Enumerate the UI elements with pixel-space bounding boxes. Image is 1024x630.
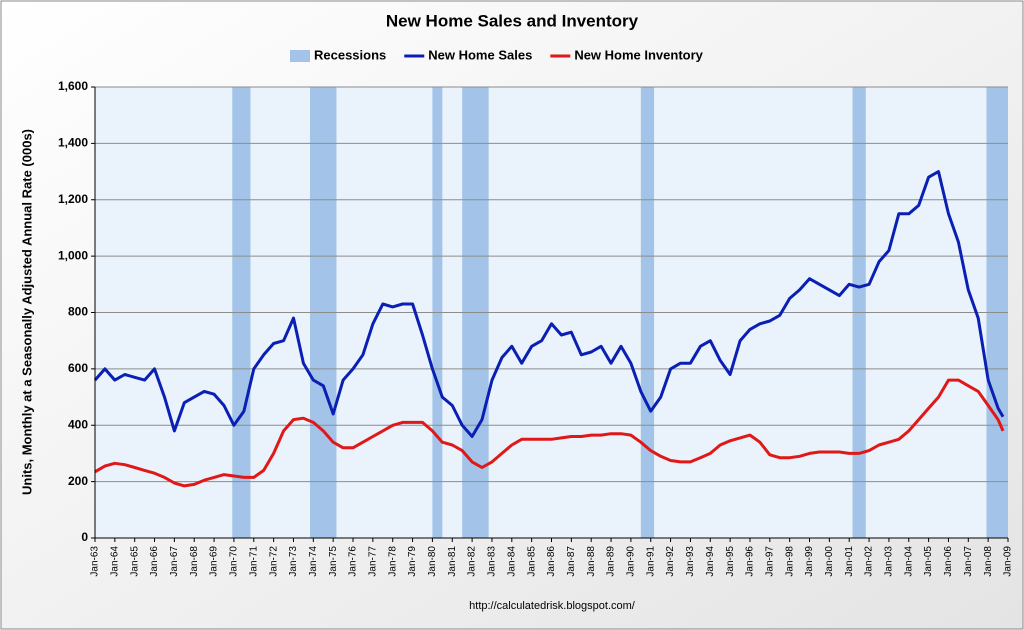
x-tick-label: Jan-76	[348, 546, 359, 577]
x-tick-label: Jan-90	[626, 546, 637, 577]
y-tick-label: 1,000	[58, 248, 88, 262]
source: http://calculatedrisk.blogspot.com/	[469, 600, 636, 612]
x-tick-label: Jan-94	[705, 546, 716, 577]
x-tick-label: Jan-74	[308, 546, 319, 577]
x-tick-label: Jan-63	[90, 546, 101, 577]
x-tick-label: Jan-83	[487, 546, 498, 577]
x-tick-label: Jan-03	[884, 546, 895, 577]
legend-label: New Home Inventory	[574, 47, 703, 62]
x-tick-label: Jan-84	[506, 546, 517, 577]
x-tick-label: Jan-81	[447, 546, 458, 577]
y-axis-title: Units, Monthly at a Seasonally Adjusted …	[19, 129, 34, 495]
x-tick-label: Jan-65	[129, 546, 140, 577]
x-tick-label: Jan-79	[407, 546, 418, 577]
x-tick-label: Jan-99	[804, 546, 815, 577]
x-tick-label: Jan-01	[844, 546, 855, 577]
x-tick-label: Jan-91	[645, 546, 656, 577]
x-tick-label: Jan-04	[903, 546, 914, 577]
x-tick-label: Jan-69	[209, 546, 220, 577]
x-tick-label: Jan-89	[606, 546, 617, 577]
x-tick-label: Jan-92	[665, 546, 676, 577]
x-tick-label: Jan-97	[764, 546, 775, 577]
y-tick-label: 1,600	[58, 79, 88, 93]
axes: 0 200 400 600 800 1,000 1,200 1,400 1,600 Jan-63 J…	[58, 79, 1014, 576]
x-tick-label: Jan-93	[685, 546, 696, 577]
x-tick-label: Jan-08	[983, 546, 994, 577]
y-tick-label: 600	[68, 361, 88, 375]
y-tick-label: 0	[81, 530, 88, 544]
x-tick-label: Jan-85	[526, 546, 537, 577]
x-tick-label: Jan-82	[467, 546, 478, 577]
y-tick-label: 800	[68, 305, 88, 319]
grid	[95, 86, 1008, 539]
x-tick-label: Jan-66	[149, 546, 160, 577]
series-line	[94, 378, 1005, 488]
x-tick-label: Jan-06	[943, 546, 954, 577]
x-tick-label: Jan-86	[546, 546, 557, 577]
y-tick-label: 200	[68, 474, 88, 488]
y-tick-label: 1,200	[58, 192, 88, 206]
legend-swatch	[290, 50, 310, 62]
chart-title: New Home Sales and Inventory	[386, 11, 639, 30]
x-tick-label: Jan-78	[387, 546, 398, 577]
x-tick-label: Jan-67	[169, 546, 180, 577]
legend-label: New Home Sales	[428, 47, 532, 62]
series-line	[93, 170, 1005, 438]
y-tick-label: 400	[68, 417, 88, 431]
legend: Recessions New Home Sales New Home Invento…	[290, 47, 704, 62]
lines	[93, 170, 1005, 488]
x-tick-label: Jan-02	[864, 546, 875, 577]
x-tick-label: Jan-80	[427, 546, 438, 577]
x-tick-label: Jan-00	[824, 546, 835, 577]
x-tick-label: Jan-68	[189, 546, 200, 577]
x-tick-label: Jan-77	[368, 546, 379, 577]
x-tick-label: Jan-73	[288, 546, 299, 577]
x-tick-label: Jan-09	[1003, 546, 1014, 577]
legend-label: Recessions	[314, 47, 386, 62]
x-tick-label: Jan-96	[745, 546, 756, 577]
x-tick-label: Jan-88	[586, 546, 597, 577]
x-tick-label: Jan-98	[784, 546, 795, 577]
x-tick-label: Jan-64	[109, 546, 120, 577]
x-tick-label: Jan-75	[328, 546, 339, 577]
x-tick-label: Jan-70	[229, 546, 240, 577]
x-tick-label: Jan-72	[268, 546, 279, 577]
x-tick-label: Jan-07	[963, 546, 974, 577]
x-tick-label: Jan-71	[248, 546, 259, 577]
x-tick-label: Jan-05	[923, 546, 934, 577]
y-tick-label: 1,400	[58, 136, 88, 150]
x-tick-label: Jan-87	[566, 546, 577, 577]
x-tick-label: Jan-95	[725, 546, 736, 577]
